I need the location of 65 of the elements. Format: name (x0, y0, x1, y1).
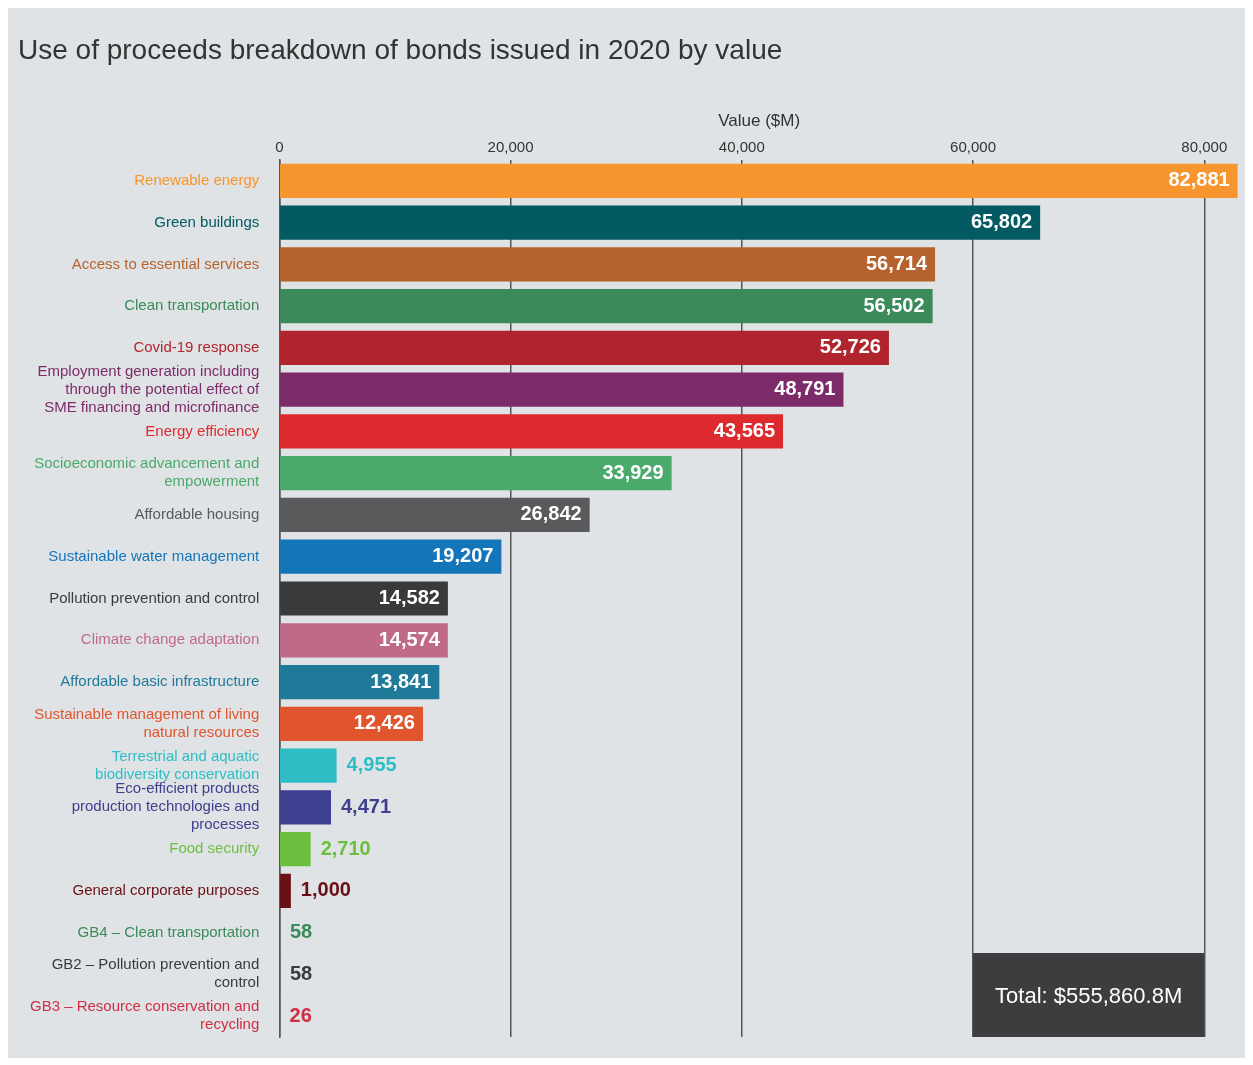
bar (280, 456, 672, 491)
y-tick-label: Renewable energy (134, 171, 260, 189)
x-tick-label: 60,000 (950, 138, 996, 156)
y-tick-label: Access to essential services (71, 254, 260, 272)
data-label: 13,841 (370, 669, 432, 692)
bar (280, 372, 844, 407)
bar (280, 831, 311, 867)
y-tick-label: Green buildings (154, 212, 260, 230)
data-label: 19,207 (432, 544, 494, 567)
bar (280, 790, 331, 825)
bar (280, 247, 936, 282)
data-label: 33,929 (602, 460, 664, 483)
total-box: Total: $555,860.8M (973, 953, 1205, 1037)
data-label: 14,574 (378, 627, 441, 650)
bar (280, 205, 1041, 240)
bar (280, 664, 440, 700)
x-tick-label: 80,000 (1181, 138, 1228, 156)
bar (280, 414, 784, 449)
data-label: 12,426 (353, 711, 415, 734)
data-label: 26,842 (520, 502, 582, 525)
bar (280, 581, 448, 616)
data-label: 43,565 (713, 418, 776, 441)
data-label: 48,791 (774, 377, 836, 400)
data-label: 56,714 (865, 251, 928, 274)
y-tick-label: Clean transportation (124, 296, 260, 314)
bar (280, 748, 337, 783)
chart-title: Use of proceeds breakdown of bonds issued in 2020 by value (18, 33, 783, 65)
data-label: 4,471 (341, 794, 392, 817)
bar (280, 163, 1238, 198)
y-tick-label: Climate change adaptation (80, 630, 260, 648)
y-tick-label: Socioeconomic advancement and empowerment (34, 454, 261, 490)
data-label: 58 (289, 920, 313, 943)
y-tick-label: Covid-19 response (133, 338, 260, 356)
data-label: 1,000 (300, 878, 351, 901)
y-tick-label: Food security (169, 839, 260, 857)
y-tick-label: Affordable basic infrastructure (60, 672, 260, 690)
y-tick-label: GB4 – Clean transportation (77, 922, 260, 940)
x-tick-label: 20,000 (487, 138, 534, 156)
y-tick-label: Terrestrial and aquatic biodiversity conservation (95, 746, 260, 782)
bar (280, 289, 933, 324)
y-tick-label: Sustainable water management (48, 546, 261, 564)
data-label: 26 (289, 1003, 312, 1026)
data-label: 82,881 (1168, 168, 1230, 191)
data-label: 2,710 (320, 836, 371, 859)
data-label: 4,955 (346, 753, 397, 776)
y-tick-label: Employment generation including through the potential effect of SME financing and microfinance (37, 361, 261, 415)
bar (280, 623, 448, 658)
x-tick-label: 40,000 (718, 138, 765, 156)
y-tick-label: Sustainable management of living natural resources (34, 704, 260, 740)
bar (280, 873, 291, 908)
data-label: 56,502 (863, 293, 925, 316)
y-tick-label: Energy efficiency (145, 421, 260, 439)
data-label: 65,802 (970, 210, 1033, 233)
y-tick-label: Pollution prevention and control (49, 588, 260, 606)
data-label: 52,726 (819, 335, 881, 358)
y-tick-label: General corporate purposes (72, 880, 260, 898)
bar (280, 539, 502, 574)
data-label: 14,582 (378, 586, 440, 609)
y-tick-label: GB3 – Resource conservation and recycling (29, 997, 260, 1033)
bar (280, 330, 889, 366)
data-label: 58 (289, 961, 313, 984)
x-axis-title: Value ($M) (718, 111, 801, 131)
y-tick-label: GB2 – Pollution prevention and control (51, 955, 260, 991)
y-tick-label: Affordable housing (134, 505, 260, 523)
x-tick-label: 0 (275, 138, 284, 156)
